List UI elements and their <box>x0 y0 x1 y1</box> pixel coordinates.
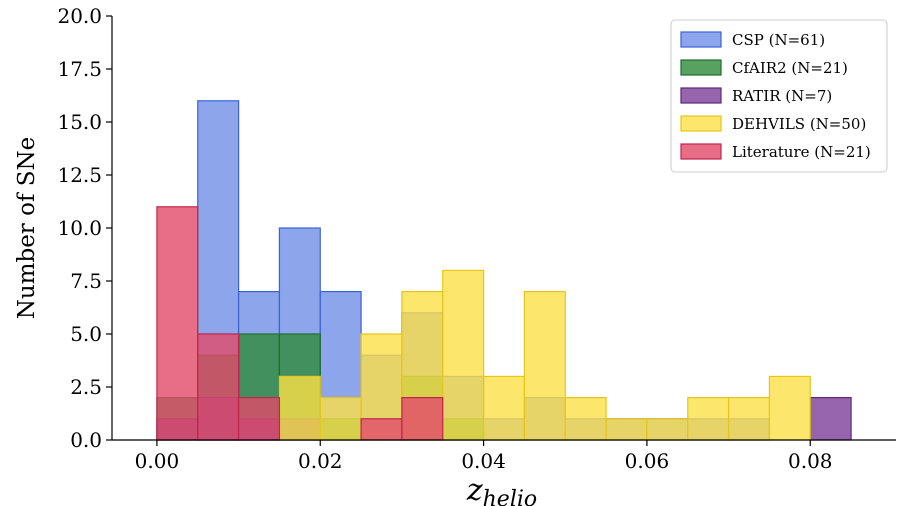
legend-swatch <box>680 31 722 48</box>
histogram-bars <box>156 100 852 441</box>
x-tick-label: 0.04 <box>461 449 506 473</box>
legend-swatch <box>680 59 722 76</box>
bar-literature <box>197 333 240 441</box>
y-axis-title: Number of SNe <box>14 137 40 320</box>
x-ticks: 0.00 0.02 0.04 0.06 0.08 <box>135 440 833 473</box>
legend-label: DEHVILS (N=50) <box>732 115 866 133</box>
bar-dehvils <box>564 397 607 441</box>
x-axis-title: zhelio <box>466 473 537 506</box>
bar-literature <box>360 418 403 441</box>
bar-dehvils <box>727 397 771 441</box>
bar-dehvils <box>687 397 730 441</box>
bar-dehvils <box>646 418 689 441</box>
y-ticks: 0.0 2.5 5.0 7.5 10.0 12.5 15.0 17.5 20.0 <box>57 4 112 452</box>
legend: CSP (N=61) CfAIR2 (N=21) RATIR (N=7) DEHVIL… <box>670 19 888 173</box>
legend-swatch <box>680 143 722 160</box>
bar-dehvils <box>605 418 648 441</box>
x-tick-label: 0.08 <box>788 449 833 473</box>
legend-swatch <box>680 87 722 104</box>
legend-label: RATIR (N=7) <box>732 87 832 105</box>
bar-dehvils <box>278 375 321 441</box>
bar-ratir <box>809 397 852 441</box>
bar-dehvils <box>768 375 811 441</box>
bar-literature <box>401 397 444 441</box>
y-tick-label: 10.0 <box>57 216 102 240</box>
x-axis-title-subscript: helio <box>483 487 538 506</box>
y-tick-label: 20.0 <box>57 4 102 28</box>
bar-literature <box>237 397 281 441</box>
bar-dehvils <box>523 291 566 441</box>
y-tick-label: 5.0 <box>70 322 102 346</box>
y-tick-label: 15.0 <box>57 110 102 134</box>
legend-frame <box>670 19 888 173</box>
legend-label: Literature (N=21) <box>732 143 871 161</box>
x-tick-label: 0.00 <box>135 449 180 473</box>
y-tick-label: 17.5 <box>57 57 102 81</box>
bar-literature <box>156 206 199 441</box>
bar-dehvils <box>442 269 485 441</box>
x-tick-label: 0.06 <box>625 449 670 473</box>
y-tick-label: 12.5 <box>57 163 102 187</box>
legend-swatch <box>680 115 722 132</box>
x-tick-label: 0.02 <box>298 449 343 473</box>
y-tick-label: 2.5 <box>70 375 102 399</box>
bar-dehvils <box>482 375 526 441</box>
legend-label: CfAIR2 (N=21) <box>732 59 848 77</box>
y-tick-label: 7.5 <box>70 269 102 293</box>
y-tick-label: 0.0 <box>70 428 102 452</box>
bar-dehvils <box>319 397 362 441</box>
legend-label: CSP (N=61) <box>732 31 825 49</box>
